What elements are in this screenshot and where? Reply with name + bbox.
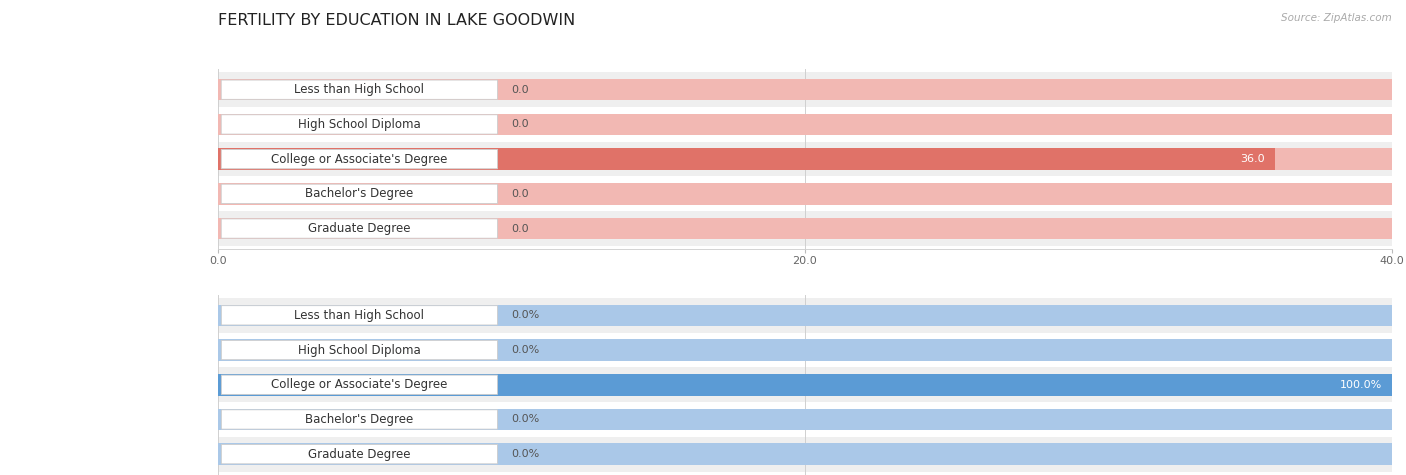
Text: Graduate Degree: Graduate Degree — [308, 222, 411, 235]
Bar — [218, 114, 1392, 135]
FancyBboxPatch shape — [221, 115, 498, 134]
Text: 0.0%: 0.0% — [512, 310, 540, 320]
Text: Graduate Degree: Graduate Degree — [308, 447, 411, 461]
Bar — [218, 402, 1392, 437]
Text: Less than High School: Less than High School — [294, 83, 425, 96]
FancyBboxPatch shape — [221, 341, 498, 360]
Text: 0.0: 0.0 — [512, 85, 529, 95]
FancyBboxPatch shape — [221, 219, 498, 238]
Text: 0.0: 0.0 — [512, 119, 529, 129]
Text: College or Associate's Degree: College or Associate's Degree — [271, 378, 447, 391]
Text: FERTILITY BY EDUCATION IN LAKE GOODWIN: FERTILITY BY EDUCATION IN LAKE GOODWIN — [218, 13, 575, 28]
Bar — [218, 367, 1392, 402]
Bar — [218, 148, 1275, 170]
Text: Bachelor's Degree: Bachelor's Degree — [305, 187, 413, 200]
FancyBboxPatch shape — [221, 184, 498, 203]
Bar — [218, 444, 1392, 465]
Text: 0.0: 0.0 — [512, 224, 529, 234]
Bar — [218, 107, 1392, 142]
Text: 0.0%: 0.0% — [512, 415, 540, 425]
Text: Source: ZipAtlas.com: Source: ZipAtlas.com — [1281, 13, 1392, 23]
Text: High School Diploma: High School Diploma — [298, 343, 420, 357]
Bar — [218, 339, 1392, 361]
Text: 0.0%: 0.0% — [512, 345, 540, 355]
Bar — [218, 298, 1392, 332]
FancyBboxPatch shape — [221, 445, 498, 464]
Text: 100.0%: 100.0% — [1340, 380, 1382, 390]
Text: Bachelor's Degree: Bachelor's Degree — [305, 413, 413, 426]
Text: 0.0: 0.0 — [512, 189, 529, 199]
Bar — [218, 437, 1392, 472]
Bar — [218, 148, 1392, 170]
Text: College or Associate's Degree: College or Associate's Degree — [271, 152, 447, 166]
Bar — [218, 79, 1392, 101]
Bar — [218, 374, 1392, 396]
Bar — [218, 374, 1392, 396]
FancyBboxPatch shape — [221, 306, 498, 325]
Bar — [218, 218, 1392, 239]
Bar — [218, 72, 1392, 107]
FancyBboxPatch shape — [221, 80, 498, 99]
Bar — [218, 177, 1392, 211]
Bar — [218, 183, 1392, 205]
FancyBboxPatch shape — [221, 410, 498, 429]
Text: High School Diploma: High School Diploma — [298, 118, 420, 131]
FancyBboxPatch shape — [221, 375, 498, 394]
FancyBboxPatch shape — [221, 150, 498, 169]
Bar — [218, 304, 1392, 326]
Bar — [218, 142, 1392, 177]
Bar — [218, 408, 1392, 430]
Text: Less than High School: Less than High School — [294, 309, 425, 322]
Text: 0.0%: 0.0% — [512, 449, 540, 459]
Bar — [218, 211, 1392, 246]
Bar — [218, 332, 1392, 367]
Text: 36.0: 36.0 — [1240, 154, 1265, 164]
